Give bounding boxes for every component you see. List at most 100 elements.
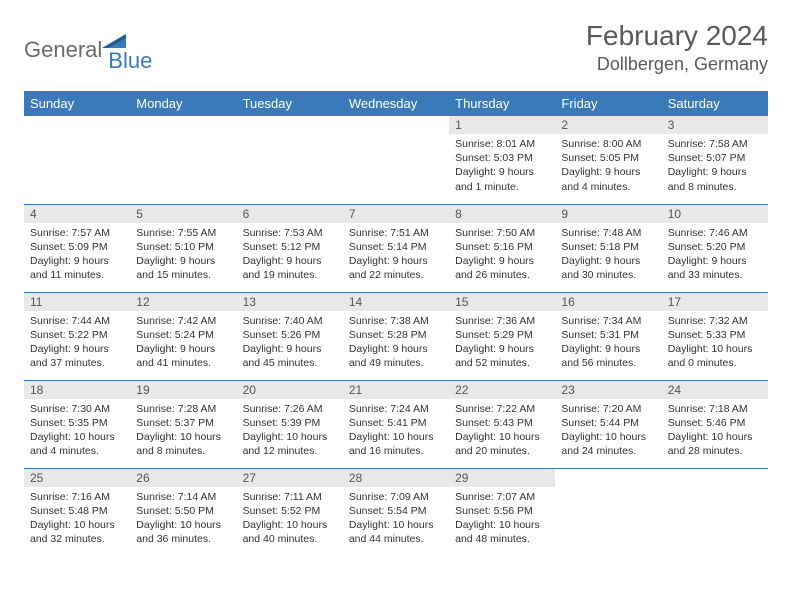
calendar-day-cell: 25Sunrise: 7:16 AMSunset: 5:48 PMDayligh… xyxy=(24,468,130,556)
day-number: 27 xyxy=(237,469,343,487)
day-data: Sunrise: 7:16 AMSunset: 5:48 PMDaylight:… xyxy=(24,487,130,549)
calendar-week-row: 18Sunrise: 7:30 AMSunset: 5:35 PMDayligh… xyxy=(24,380,768,468)
calendar-week-row: 4Sunrise: 7:57 AMSunset: 5:09 PMDaylight… xyxy=(24,204,768,292)
day-number: 29 xyxy=(449,469,555,487)
day-data: Sunrise: 7:42 AMSunset: 5:24 PMDaylight:… xyxy=(130,311,236,373)
weekday-header: Sunday xyxy=(24,91,130,116)
calendar-day-cell: 3Sunrise: 7:58 AMSunset: 5:07 PMDaylight… xyxy=(662,116,768,204)
day-data: Sunrise: 7:57 AMSunset: 5:09 PMDaylight:… xyxy=(24,223,130,285)
day-data: Sunrise: 7:26 AMSunset: 5:39 PMDaylight:… xyxy=(237,399,343,461)
calendar-day-cell: 8Sunrise: 7:50 AMSunset: 5:16 PMDaylight… xyxy=(449,204,555,292)
day-data: Sunrise: 7:51 AMSunset: 5:14 PMDaylight:… xyxy=(343,223,449,285)
day-number: 1 xyxy=(449,116,555,134)
calendar-day-cell: 1Sunrise: 8:01 AMSunset: 5:03 PMDaylight… xyxy=(449,116,555,204)
calendar-day-cell: 21Sunrise: 7:24 AMSunset: 5:41 PMDayligh… xyxy=(343,380,449,468)
logo-text-blue: Blue xyxy=(108,48,152,74)
calendar-day-cell: 9Sunrise: 7:48 AMSunset: 5:18 PMDaylight… xyxy=(555,204,661,292)
weekday-header: Thursday xyxy=(449,91,555,116)
calendar-week-row: 1Sunrise: 8:01 AMSunset: 5:03 PMDaylight… xyxy=(24,116,768,204)
calendar-week-row: 11Sunrise: 7:44 AMSunset: 5:22 PMDayligh… xyxy=(24,292,768,380)
calendar-day-cell xyxy=(662,468,768,556)
weekday-header: Wednesday xyxy=(343,91,449,116)
day-data: Sunrise: 7:24 AMSunset: 5:41 PMDaylight:… xyxy=(343,399,449,461)
day-data: Sunrise: 7:44 AMSunset: 5:22 PMDaylight:… xyxy=(24,311,130,373)
day-number: 7 xyxy=(343,205,449,223)
logo-text-general: General xyxy=(24,37,102,63)
day-data: Sunrise: 7:20 AMSunset: 5:44 PMDaylight:… xyxy=(555,399,661,461)
day-number: 12 xyxy=(130,293,236,311)
calendar-grid: Sunday Monday Tuesday Wednesday Thursday… xyxy=(24,91,768,556)
calendar-week-row: 25Sunrise: 7:16 AMSunset: 5:48 PMDayligh… xyxy=(24,468,768,556)
day-data: Sunrise: 7:40 AMSunset: 5:26 PMDaylight:… xyxy=(237,311,343,373)
calendar-day-cell xyxy=(24,116,130,204)
day-number: 15 xyxy=(449,293,555,311)
calendar-day-cell: 22Sunrise: 7:22 AMSunset: 5:43 PMDayligh… xyxy=(449,380,555,468)
day-data: Sunrise: 7:53 AMSunset: 5:12 PMDaylight:… xyxy=(237,223,343,285)
day-number: 9 xyxy=(555,205,661,223)
calendar-day-cell: 27Sunrise: 7:11 AMSunset: 5:52 PMDayligh… xyxy=(237,468,343,556)
day-data: Sunrise: 7:11 AMSunset: 5:52 PMDaylight:… xyxy=(237,487,343,549)
day-number: 3 xyxy=(662,116,768,134)
calendar-day-cell: 23Sunrise: 7:20 AMSunset: 5:44 PMDayligh… xyxy=(555,380,661,468)
day-number: 21 xyxy=(343,381,449,399)
calendar-day-cell: 26Sunrise: 7:14 AMSunset: 5:50 PMDayligh… xyxy=(130,468,236,556)
day-data: Sunrise: 7:48 AMSunset: 5:18 PMDaylight:… xyxy=(555,223,661,285)
calendar-day-cell xyxy=(555,468,661,556)
day-number: 16 xyxy=(555,293,661,311)
calendar-day-cell: 18Sunrise: 7:30 AMSunset: 5:35 PMDayligh… xyxy=(24,380,130,468)
day-data: Sunrise: 7:22 AMSunset: 5:43 PMDaylight:… xyxy=(449,399,555,461)
day-number: 25 xyxy=(24,469,130,487)
calendar-day-cell: 19Sunrise: 7:28 AMSunset: 5:37 PMDayligh… xyxy=(130,380,236,468)
day-data: Sunrise: 8:01 AMSunset: 5:03 PMDaylight:… xyxy=(449,134,555,196)
weekday-header: Monday xyxy=(130,91,236,116)
day-data: Sunrise: 7:28 AMSunset: 5:37 PMDaylight:… xyxy=(130,399,236,461)
day-data: Sunrise: 8:00 AMSunset: 5:05 PMDaylight:… xyxy=(555,134,661,196)
day-number: 10 xyxy=(662,205,768,223)
day-data: Sunrise: 7:09 AMSunset: 5:54 PMDaylight:… xyxy=(343,487,449,549)
day-data: Sunrise: 7:14 AMSunset: 5:50 PMDaylight:… xyxy=(130,487,236,549)
brand-logo: General Blue xyxy=(24,26,152,74)
calendar-day-cell: 10Sunrise: 7:46 AMSunset: 5:20 PMDayligh… xyxy=(662,204,768,292)
day-number: 24 xyxy=(662,381,768,399)
calendar-day-cell: 11Sunrise: 7:44 AMSunset: 5:22 PMDayligh… xyxy=(24,292,130,380)
day-number: 22 xyxy=(449,381,555,399)
day-number: 28 xyxy=(343,469,449,487)
day-number: 17 xyxy=(662,293,768,311)
calendar-day-cell xyxy=(343,116,449,204)
calendar-day-cell: 16Sunrise: 7:34 AMSunset: 5:31 PMDayligh… xyxy=(555,292,661,380)
calendar-day-cell: 15Sunrise: 7:36 AMSunset: 5:29 PMDayligh… xyxy=(449,292,555,380)
calendar-day-cell: 13Sunrise: 7:40 AMSunset: 5:26 PMDayligh… xyxy=(237,292,343,380)
day-data: Sunrise: 7:58 AMSunset: 5:07 PMDaylight:… xyxy=(662,134,768,196)
day-data: Sunrise: 7:36 AMSunset: 5:29 PMDaylight:… xyxy=(449,311,555,373)
calendar-day-cell: 20Sunrise: 7:26 AMSunset: 5:39 PMDayligh… xyxy=(237,380,343,468)
day-data: Sunrise: 7:50 AMSunset: 5:16 PMDaylight:… xyxy=(449,223,555,285)
day-data: Sunrise: 7:18 AMSunset: 5:46 PMDaylight:… xyxy=(662,399,768,461)
day-data: Sunrise: 7:55 AMSunset: 5:10 PMDaylight:… xyxy=(130,223,236,285)
day-data: Sunrise: 7:32 AMSunset: 5:33 PMDaylight:… xyxy=(662,311,768,373)
day-number: 11 xyxy=(24,293,130,311)
day-number: 20 xyxy=(237,381,343,399)
day-number: 26 xyxy=(130,469,236,487)
page-title: February 2024 xyxy=(586,20,768,52)
calendar-day-cell: 7Sunrise: 7:51 AMSunset: 5:14 PMDaylight… xyxy=(343,204,449,292)
calendar-day-cell: 6Sunrise: 7:53 AMSunset: 5:12 PMDaylight… xyxy=(237,204,343,292)
day-data: Sunrise: 7:30 AMSunset: 5:35 PMDaylight:… xyxy=(24,399,130,461)
day-number: 14 xyxy=(343,293,449,311)
weekday-header: Tuesday xyxy=(237,91,343,116)
day-data: Sunrise: 7:07 AMSunset: 5:56 PMDaylight:… xyxy=(449,487,555,549)
day-number: 5 xyxy=(130,205,236,223)
day-number: 2 xyxy=(555,116,661,134)
day-number: 13 xyxy=(237,293,343,311)
calendar-day-cell: 29Sunrise: 7:07 AMSunset: 5:56 PMDayligh… xyxy=(449,468,555,556)
day-number: 23 xyxy=(555,381,661,399)
calendar-day-cell xyxy=(237,116,343,204)
calendar-day-cell: 12Sunrise: 7:42 AMSunset: 5:24 PMDayligh… xyxy=(130,292,236,380)
calendar-day-cell: 17Sunrise: 7:32 AMSunset: 5:33 PMDayligh… xyxy=(662,292,768,380)
location-text: Dollbergen, Germany xyxy=(586,54,768,75)
day-data: Sunrise: 7:38 AMSunset: 5:28 PMDaylight:… xyxy=(343,311,449,373)
weekday-header-row: Sunday Monday Tuesday Wednesday Thursday… xyxy=(24,91,768,116)
day-number: 4 xyxy=(24,205,130,223)
day-number: 6 xyxy=(237,205,343,223)
day-data: Sunrise: 7:34 AMSunset: 5:31 PMDaylight:… xyxy=(555,311,661,373)
calendar-day-cell: 5Sunrise: 7:55 AMSunset: 5:10 PMDaylight… xyxy=(130,204,236,292)
